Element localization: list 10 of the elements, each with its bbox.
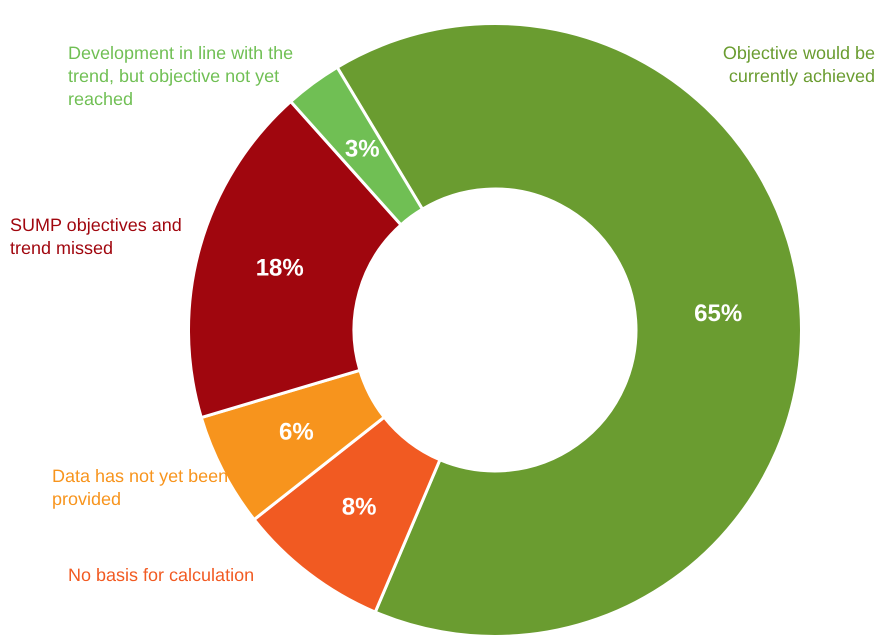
data-label: 6% (279, 418, 314, 446)
data-label: 65% (694, 300, 742, 328)
slice-label: No basis for calculation (68, 564, 256, 587)
data-label: 18% (256, 254, 304, 282)
slice-label: SUMP objectives and trend missed (10, 214, 183, 260)
data-label: 8% (342, 493, 376, 520)
data-label: 3% (344, 136, 380, 163)
slice-label: Objective would be currently achieved (722, 42, 875, 88)
slice-label: Data has not yet been provided (52, 465, 230, 511)
slice-label: Development in line with the trend, but objective not yet reached (68, 42, 294, 111)
